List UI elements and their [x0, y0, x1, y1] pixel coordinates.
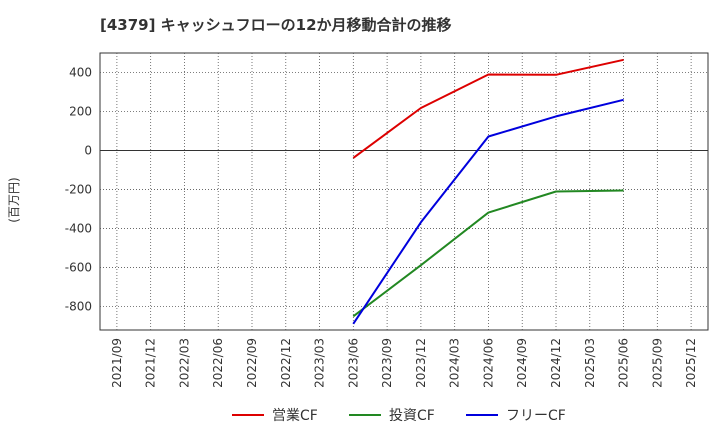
x-tick-label: 2022/06	[211, 338, 225, 388]
y-tick-label: -200	[65, 183, 92, 197]
x-tick-label: 2023/09	[380, 338, 394, 388]
x-tick-label: 2024/12	[549, 338, 563, 388]
x-tick-label: 2025/03	[583, 338, 597, 388]
x-tick-label: 2025/09	[650, 338, 664, 388]
x-tick-label: 2025/06	[617, 338, 631, 388]
x-tick-label: 2022/09	[245, 338, 259, 388]
y-tick-label: 200	[69, 105, 92, 119]
y-tick-label: 0	[84, 144, 92, 158]
series-line-2	[352, 98, 624, 325]
legend-label: 投資CF	[389, 408, 435, 424]
legend: 営業CF 投資CF フリーCF	[232, 408, 566, 424]
x-tick-label: 2022/03	[177, 338, 191, 388]
y-tick-label: -800	[65, 300, 92, 314]
series-lines	[352, 58, 624, 325]
x-tick-label: 2022/12	[279, 338, 293, 388]
series-line-0	[352, 58, 624, 159]
x-tick-label: 2023/03	[313, 338, 327, 388]
y-tick-label: -400	[65, 222, 92, 236]
legend-label: フリーCF	[506, 408, 566, 424]
x-ticks: 2021/09 2021/12 2022/03 2022/06 2022/09 2022/…	[110, 338, 698, 388]
x-tick-label: 2025/12	[684, 338, 698, 388]
chart-title: [4379] キャッシュフローの12か月移動合計の推移	[100, 16, 452, 34]
x-tick-label: 2024/06	[481, 338, 495, 388]
y-tick-label: -600	[65, 261, 92, 275]
x-tick-label: 2023/06	[346, 338, 360, 388]
x-tick-label: 2024/09	[515, 338, 529, 388]
x-tick-label: 2023/12	[414, 338, 428, 388]
x-tick-label: 2021/09	[110, 338, 124, 388]
grid	[100, 53, 708, 330]
legend-label: 営業CF	[272, 408, 318, 424]
x-tick-label: 2024/03	[448, 338, 462, 388]
y-ticks: 400 200 0 -200 -400 -600 -800	[65, 66, 92, 314]
y-tick-label: 400	[69, 66, 92, 80]
y-axis-label: (百万円)	[7, 177, 21, 222]
x-tick-label: 2021/12	[144, 338, 158, 388]
series-line-1	[352, 189, 624, 318]
